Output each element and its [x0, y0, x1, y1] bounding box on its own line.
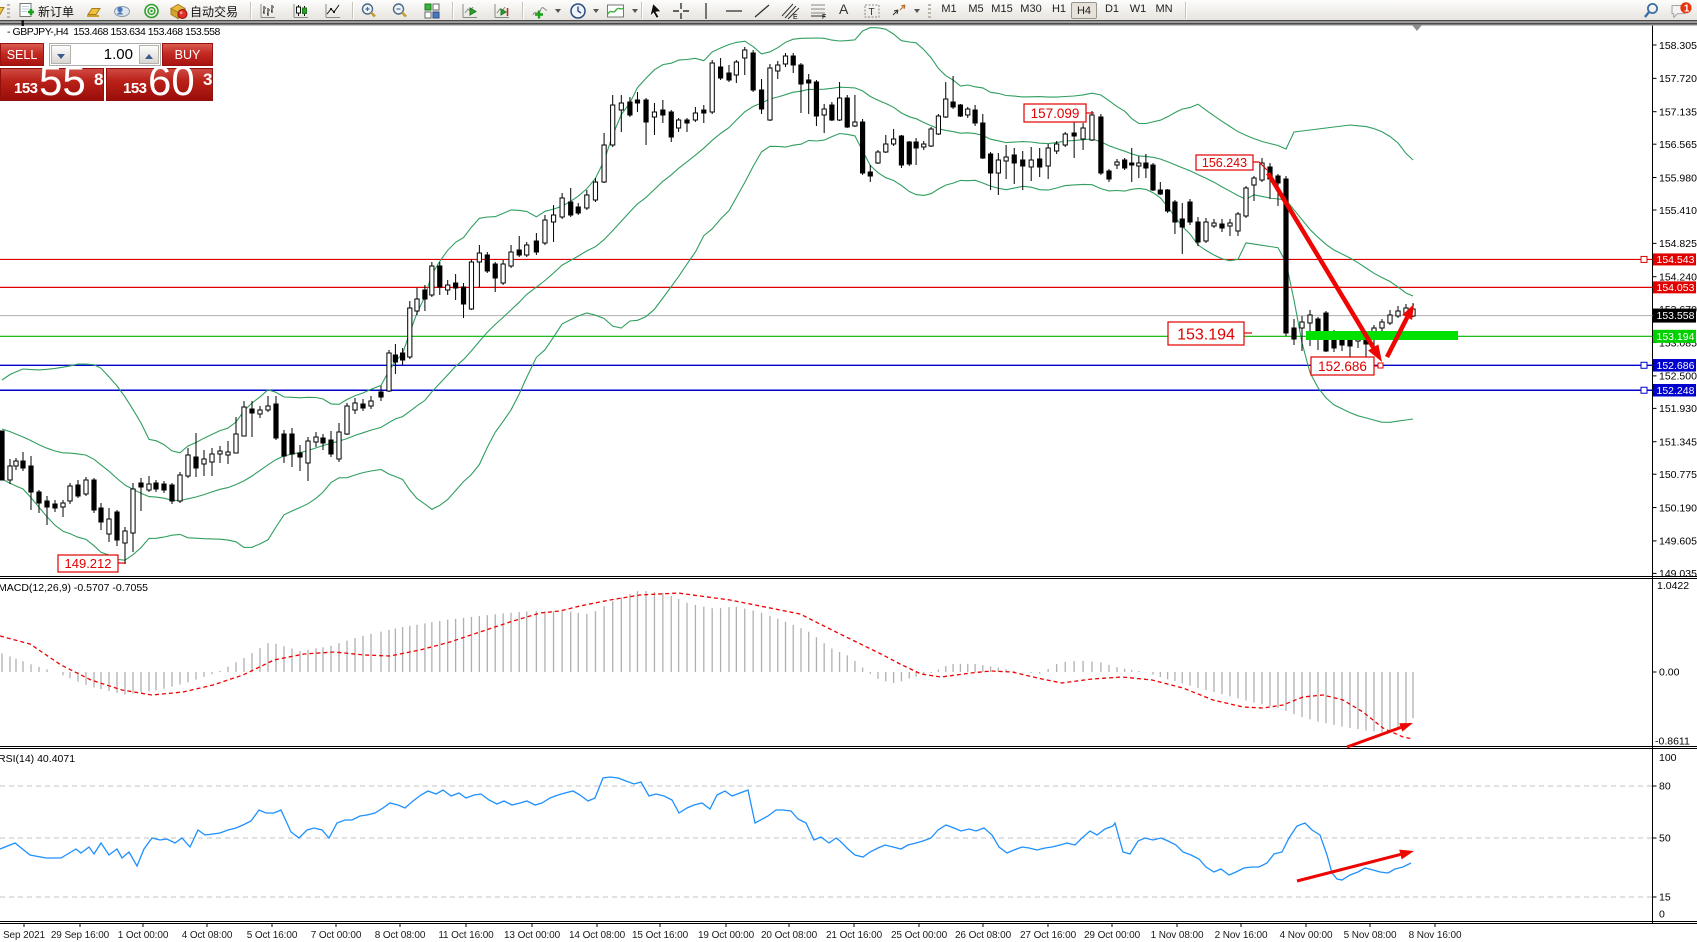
svg-text:150.775: 150.775 [1659, 469, 1697, 481]
svg-text:15: 15 [1659, 892, 1671, 904]
svg-text:152.686: 152.686 [1318, 359, 1367, 374]
svg-text:80: 80 [1659, 781, 1671, 793]
svg-text:E: E [793, 14, 798, 20]
svg-text:155.980: 155.980 [1659, 172, 1697, 184]
svg-text:7 Oct 00:00: 7 Oct 00:00 [311, 930, 362, 941]
svg-text:Sep 2021: Sep 2021 [3, 930, 46, 941]
svg-text:152.686: 152.686 [1657, 360, 1695, 372]
svg-text:T: T [869, 7, 875, 18]
svg-text:153.558: 153.558 [1657, 310, 1695, 322]
svg-text:149.212: 149.212 [65, 556, 112, 571]
svg-text:149.605: 149.605 [1659, 536, 1697, 548]
svg-text:0.00: 0.00 [1659, 667, 1680, 679]
svg-text:4 Oct 08:00: 4 Oct 08:00 [182, 930, 233, 941]
svg-text:F: F [822, 14, 826, 20]
svg-text:151.345: 151.345 [1659, 437, 1697, 449]
svg-text:1: 1 [1684, 3, 1690, 14]
svg-text:157.135: 157.135 [1659, 106, 1697, 118]
svg-text:11 Oct 16:00: 11 Oct 16:00 [438, 930, 494, 941]
svg-text:150.190: 150.190 [1659, 502, 1697, 514]
svg-text:153.194: 153.194 [1657, 331, 1695, 343]
svg-text:158.305: 158.305 [1659, 40, 1697, 52]
svg-text:157.099: 157.099 [1031, 106, 1080, 121]
svg-text:100: 100 [1659, 752, 1677, 764]
svg-text:151.930: 151.930 [1659, 403, 1697, 415]
svg-text:29 Oct 00:00: 29 Oct 00:00 [1084, 930, 1141, 941]
svg-text:152.248: 152.248 [1657, 385, 1695, 397]
svg-text:14 Oct 08:00: 14 Oct 08:00 [569, 930, 626, 941]
svg-text:152.500: 152.500 [1659, 371, 1697, 383]
svg-text:13 Oct 00:00: 13 Oct 00:00 [504, 930, 561, 941]
svg-text:156.565: 156.565 [1659, 139, 1697, 151]
svg-text:1 Oct 00:00: 1 Oct 00:00 [118, 930, 169, 941]
svg-text:2 Nov 16:00: 2 Nov 16:00 [1215, 930, 1268, 941]
svg-text:149.035: 149.035 [1659, 568, 1697, 580]
svg-text:8 Nov 16:00: 8 Nov 16:00 [1409, 930, 1462, 941]
svg-text:154.543: 154.543 [1657, 254, 1695, 266]
svg-text:154.825: 154.825 [1659, 238, 1697, 250]
svg-text:RSI(14) 40.4071: RSI(14) 40.4071 [0, 753, 75, 765]
svg-text:154.053: 154.053 [1657, 282, 1695, 294]
svg-text:-0.8611: -0.8611 [1655, 736, 1690, 748]
svg-text:25 Oct 00:00: 25 Oct 00:00 [891, 930, 948, 941]
svg-text:156.243: 156.243 [1202, 156, 1247, 170]
svg-text:27 Oct 16:00: 27 Oct 16:00 [1020, 930, 1077, 941]
svg-text:29 Sep 16:00: 29 Sep 16:00 [51, 930, 110, 941]
svg-text:1.0422: 1.0422 [1657, 580, 1689, 592]
svg-text:1 Nov 08:00: 1 Nov 08:00 [1151, 930, 1204, 941]
svg-text:20 Oct 08:00: 20 Oct 08:00 [761, 930, 818, 941]
svg-text:5 Nov 08:00: 5 Nov 08:00 [1344, 930, 1397, 941]
svg-text:19 Oct 00:00: 19 Oct 00:00 [698, 930, 755, 941]
svg-text:21 Oct 16:00: 21 Oct 16:00 [826, 930, 883, 941]
svg-text:26 Oct 08:00: 26 Oct 08:00 [955, 930, 1012, 941]
svg-text:4 Nov 00:00: 4 Nov 00:00 [1280, 930, 1333, 941]
svg-text:50: 50 [1659, 833, 1671, 845]
svg-text:15 Oct 16:00: 15 Oct 16:00 [632, 930, 689, 941]
svg-text:0: 0 [1659, 909, 1665, 921]
svg-text:MACD(12,26,9) -0.5707 -0.7055: MACD(12,26,9) -0.5707 -0.7055 [0, 582, 148, 594]
svg-text:157.720: 157.720 [1659, 73, 1697, 85]
svg-text:154.240: 154.240 [1659, 272, 1697, 284]
svg-text:155.410: 155.410 [1659, 205, 1697, 217]
svg-text:153.194: 153.194 [1177, 326, 1235, 343]
svg-text:5 Oct 16:00: 5 Oct 16:00 [247, 930, 298, 941]
svg-text:8 Oct 08:00: 8 Oct 08:00 [375, 930, 426, 941]
